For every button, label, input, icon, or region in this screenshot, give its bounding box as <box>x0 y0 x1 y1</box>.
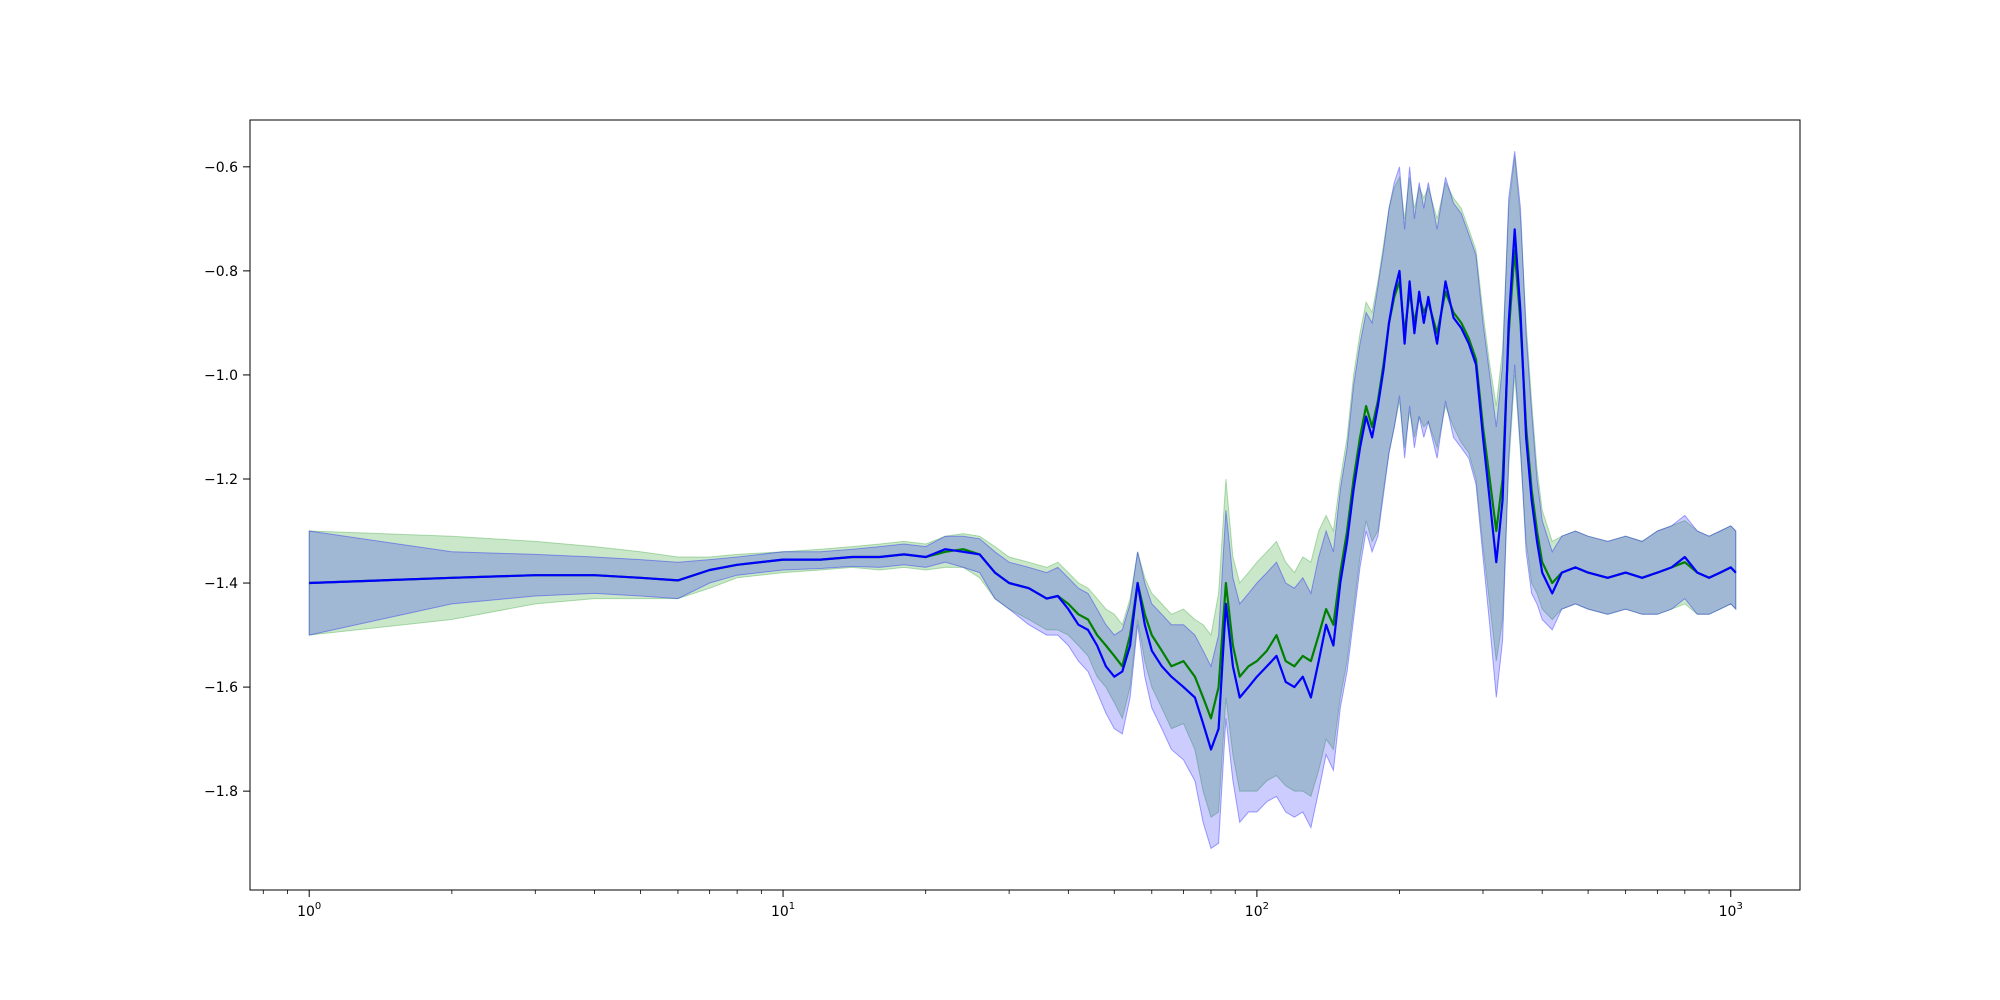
x-axis: 100 101 102 103 <box>262 890 1743 920</box>
x-tick-label-0: 100 <box>297 901 321 920</box>
x-tick-base: 10 <box>297 904 315 920</box>
y-tick-label-0: −0.6 <box>204 160 238 176</box>
x-tick-base: 10 <box>771 904 789 920</box>
x-tick-exponent: 1 <box>789 901 795 912</box>
series-line-1 <box>309 228 1737 751</box>
x-tick-base: 10 <box>1719 904 1737 920</box>
x-tick-label-3: 103 <box>1719 901 1743 920</box>
y-tick-label-2: −1.0 <box>204 368 238 384</box>
x-tick-base: 10 <box>1245 904 1263 920</box>
x-tick-label-1: 101 <box>771 901 795 920</box>
axes-frame <box>249 119 1801 891</box>
y-tick-label-5: −1.6 <box>204 680 238 696</box>
y-tick-label-3: −1.2 <box>204 472 238 488</box>
y-axis: −0.6 −0.8 −1.0 −1.2 −1.4 −1.6 −1.8 <box>204 160 250 800</box>
x-tick-exponent: 2 <box>1263 901 1269 912</box>
x-tick-label-2: 102 <box>1245 901 1269 920</box>
confidence-band-1 <box>308 151 1737 850</box>
y-tick-label-1: −0.8 <box>204 264 238 280</box>
y-tick-label-4: −1.4 <box>204 576 238 592</box>
plot-area <box>308 151 1737 850</box>
x-tick-exponent: 0 <box>315 901 321 912</box>
confidence-band-0 <box>308 156 1737 818</box>
x-tick-exponent: 3 <box>1736 901 1742 912</box>
y-tick-label-6: −1.8 <box>204 784 238 800</box>
